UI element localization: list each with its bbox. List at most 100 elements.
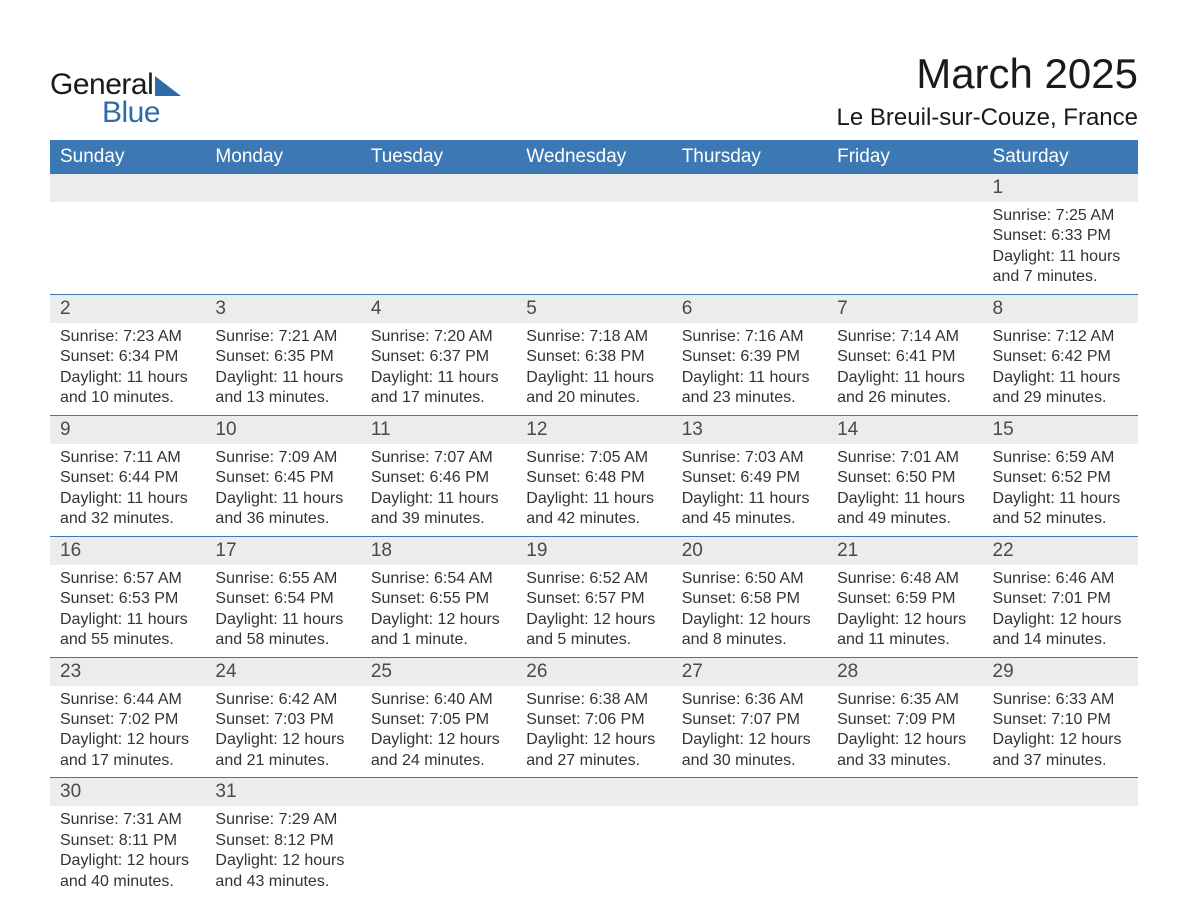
daylight-line: Daylight: 11 hours and 17 minutes. — [371, 368, 506, 409]
sunset-line: Sunset: 6:35 PM — [215, 347, 350, 367]
day-number: 25 — [361, 658, 516, 686]
day-body: Sunrise: 7:11 AMSunset: 6:44 PMDaylight:… — [50, 444, 205, 536]
day-body — [361, 806, 516, 816]
daylight-line: Daylight: 12 hours and 14 minutes. — [993, 610, 1128, 651]
daylight-line: Daylight: 11 hours and 32 minutes. — [60, 489, 195, 530]
day-body: Sunrise: 6:33 AMSunset: 7:10 PMDaylight:… — [983, 686, 1138, 778]
day-body: Sunrise: 6:55 AMSunset: 6:54 PMDaylight:… — [205, 565, 360, 657]
calendar-cell: 28Sunrise: 6:35 AMSunset: 7:09 PMDayligh… — [827, 657, 982, 778]
sunrise-line: Sunrise: 7:20 AM — [371, 327, 506, 347]
calendar-cell: 4Sunrise: 7:20 AMSunset: 6:37 PMDaylight… — [361, 294, 516, 415]
sunset-line: Sunset: 6:50 PM — [837, 468, 972, 488]
sunrise-line: Sunrise: 6:36 AM — [682, 690, 817, 710]
sunrise-line: Sunrise: 6:59 AM — [993, 448, 1128, 468]
day-body: Sunrise: 7:29 AMSunset: 8:12 PMDaylight:… — [205, 806, 360, 898]
sunrise-line: Sunrise: 7:03 AM — [682, 448, 817, 468]
calendar-cell: 22Sunrise: 6:46 AMSunset: 7:01 PMDayligh… — [983, 536, 1138, 657]
day-number: 16 — [50, 537, 205, 565]
day-number: 26 — [516, 658, 671, 686]
calendar-cell: 18Sunrise: 6:54 AMSunset: 6:55 PMDayligh… — [361, 536, 516, 657]
day-body: Sunrise: 6:40 AMSunset: 7:05 PMDaylight:… — [361, 686, 516, 778]
sunset-line: Sunset: 6:58 PM — [682, 589, 817, 609]
daylight-line: Daylight: 11 hours and 23 minutes. — [682, 368, 817, 409]
sunrise-line: Sunrise: 7:09 AM — [215, 448, 350, 468]
sunrise-line: Sunrise: 6:44 AM — [60, 690, 195, 710]
sunrise-line: Sunrise: 7:05 AM — [526, 448, 661, 468]
calendar-cell: 24Sunrise: 6:42 AMSunset: 7:03 PMDayligh… — [205, 657, 360, 778]
daylight-line: Daylight: 12 hours and 43 minutes. — [215, 851, 350, 892]
calendar-week-row: 9Sunrise: 7:11 AMSunset: 6:44 PMDaylight… — [50, 415, 1138, 536]
day-body: Sunrise: 7:01 AMSunset: 6:50 PMDaylight:… — [827, 444, 982, 536]
sunrise-line: Sunrise: 7:14 AM — [837, 327, 972, 347]
calendar-cell: 15Sunrise: 6:59 AMSunset: 6:52 PMDayligh… — [983, 415, 1138, 536]
daylight-line: Daylight: 11 hours and 26 minutes. — [837, 368, 972, 409]
sunset-line: Sunset: 6:39 PM — [682, 347, 817, 367]
sunrise-line: Sunrise: 7:23 AM — [60, 327, 195, 347]
daylight-line: Daylight: 11 hours and 29 minutes. — [993, 368, 1128, 409]
calendar-cell — [516, 174, 671, 294]
day-number: 30 — [50, 778, 205, 806]
calendar-cell: 13Sunrise: 7:03 AMSunset: 6:49 PMDayligh… — [672, 415, 827, 536]
calendar-cell — [827, 778, 982, 898]
day-number: 22 — [983, 537, 1138, 565]
day-number: 23 — [50, 658, 205, 686]
month-title: March 2025 — [837, 50, 1138, 98]
day-body — [672, 806, 827, 816]
daylight-line: Daylight: 12 hours and 40 minutes. — [60, 851, 195, 892]
sunrise-line: Sunrise: 7:16 AM — [682, 327, 817, 347]
calendar-cell: 19Sunrise: 6:52 AMSunset: 6:57 PMDayligh… — [516, 536, 671, 657]
sunset-line: Sunset: 6:57 PM — [526, 589, 661, 609]
sunrise-line: Sunrise: 6:40 AM — [371, 690, 506, 710]
sunset-line: Sunset: 6:41 PM — [837, 347, 972, 367]
daylight-line: Daylight: 11 hours and 49 minutes. — [837, 489, 972, 530]
calendar-cell: 16Sunrise: 6:57 AMSunset: 6:53 PMDayligh… — [50, 536, 205, 657]
day-body — [50, 202, 205, 294]
brand-logo: General Blue — [50, 68, 181, 130]
daylight-line: Daylight: 12 hours and 24 minutes. — [371, 730, 506, 771]
title-block: March 2025 Le Breuil-sur-Couze, France — [837, 50, 1138, 132]
calendar-cell — [50, 174, 205, 294]
day-number — [205, 174, 360, 202]
sunrise-line: Sunrise: 6:55 AM — [215, 569, 350, 589]
day-number — [361, 778, 516, 806]
daylight-line: Daylight: 12 hours and 17 minutes. — [60, 730, 195, 771]
sunset-line: Sunset: 7:03 PM — [215, 710, 350, 730]
daylight-line: Daylight: 11 hours and 7 minutes. — [993, 247, 1128, 288]
daylight-line: Daylight: 12 hours and 21 minutes. — [215, 730, 350, 771]
day-body: Sunrise: 7:05 AMSunset: 6:48 PMDaylight:… — [516, 444, 671, 536]
day-body: Sunrise: 7:18 AMSunset: 6:38 PMDaylight:… — [516, 323, 671, 415]
daylight-line: Daylight: 11 hours and 39 minutes. — [371, 489, 506, 530]
daylight-line: Daylight: 11 hours and 20 minutes. — [526, 368, 661, 409]
day-body: Sunrise: 7:14 AMSunset: 6:41 PMDaylight:… — [827, 323, 982, 415]
daylight-line: Daylight: 12 hours and 11 minutes. — [837, 610, 972, 651]
sunset-line: Sunset: 6:46 PM — [371, 468, 506, 488]
day-number — [361, 174, 516, 202]
sunset-line: Sunset: 7:09 PM — [837, 710, 972, 730]
day-number: 2 — [50, 295, 205, 323]
sunrise-line: Sunrise: 6:42 AM — [215, 690, 350, 710]
sunset-line: Sunset: 6:33 PM — [993, 226, 1128, 246]
sunrise-line: Sunrise: 7:12 AM — [993, 327, 1128, 347]
location: Le Breuil-sur-Couze, France — [837, 104, 1138, 132]
sunrise-line: Sunrise: 7:29 AM — [215, 810, 350, 830]
day-body: Sunrise: 7:12 AMSunset: 6:42 PMDaylight:… — [983, 323, 1138, 415]
sunrise-line: Sunrise: 6:52 AM — [526, 569, 661, 589]
calendar-cell: 20Sunrise: 6:50 AMSunset: 6:58 PMDayligh… — [672, 536, 827, 657]
day-body — [983, 806, 1138, 816]
calendar-week-row: 2 Sunrise: 7:23 AMSunset: 6:34 PM Daylight… — [50, 294, 1138, 415]
day-body: Sunrise: 6:52 AMSunset: 6:57 PMDaylight:… — [516, 565, 671, 657]
calendar-cell: 12Sunrise: 7:05 AMSunset: 6:48 PMDayligh… — [516, 415, 671, 536]
sunset-line: Sunset: 6:34 PM — [60, 347, 195, 367]
day-body: Sunrise: 7:25 AMSunset: 6:33 PMDaylight:… — [983, 202, 1138, 294]
day-number: 7 — [827, 295, 982, 323]
calendar-week-row: 23Sunrise: 6:44 AMSunset: 7:02 PMDayligh… — [50, 657, 1138, 778]
day-number — [516, 778, 671, 806]
sunset-line: Sunset: 6:52 PM — [993, 468, 1128, 488]
sunset-line: Sunset: 8:11 PM — [60, 831, 195, 851]
calendar-week-row: 16Sunrise: 6:57 AMSunset: 6:53 PMDayligh… — [50, 536, 1138, 657]
calendar-cell: 11Sunrise: 7:07 AMSunset: 6:46 PMDayligh… — [361, 415, 516, 536]
sunrise-line: Sunrise: 6:54 AM — [371, 569, 506, 589]
day-number: 10 — [205, 416, 360, 444]
sunset-line: Sunset: 6:49 PM — [682, 468, 817, 488]
calendar-cell: 5Sunrise: 7:18 AMSunset: 6:38 PMDaylight… — [516, 294, 671, 415]
